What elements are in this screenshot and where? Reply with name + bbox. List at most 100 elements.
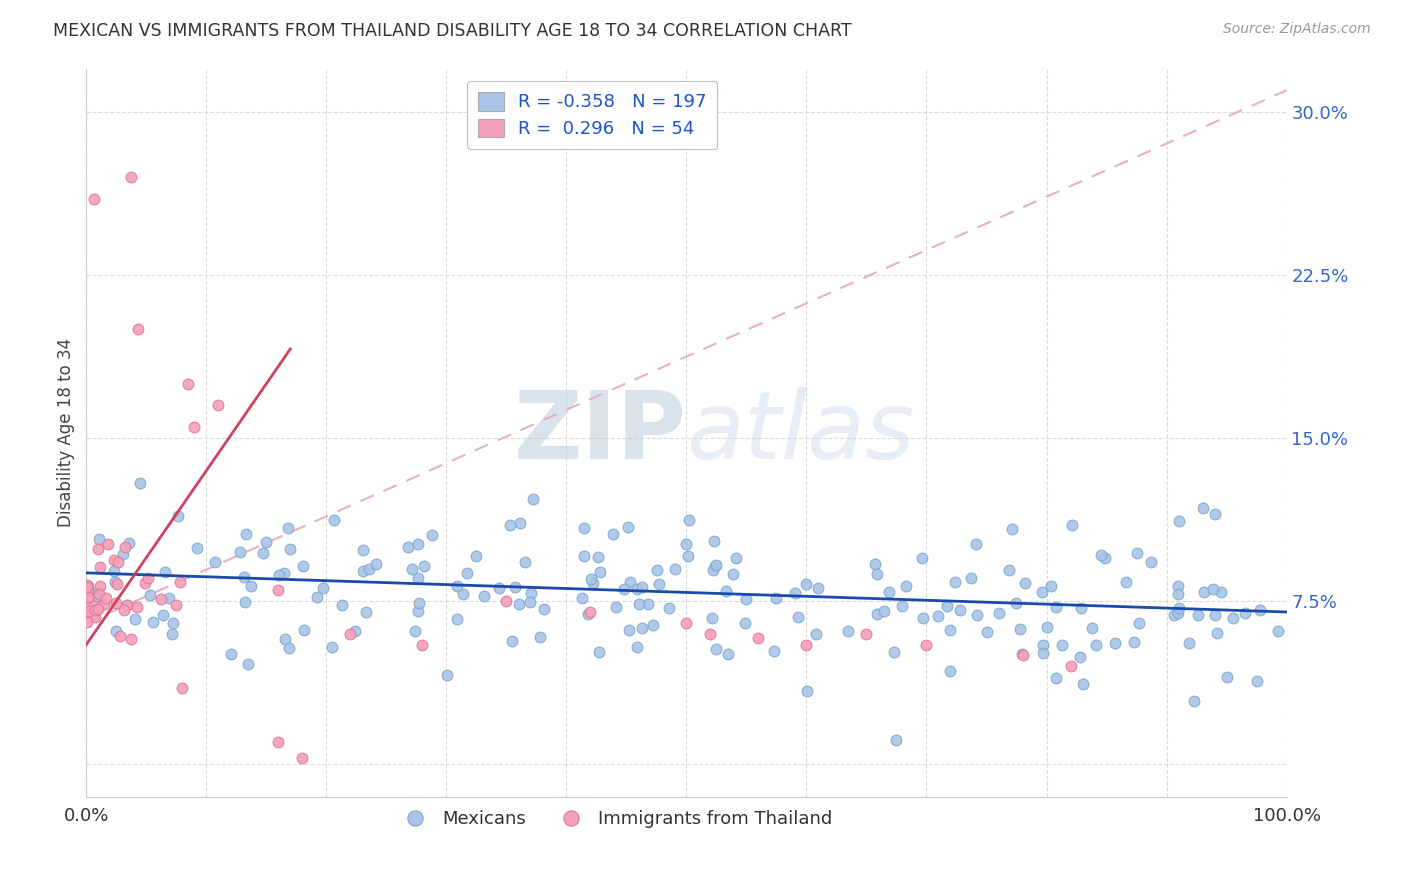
Point xyxy=(1032,646,1054,660)
Point xyxy=(762,644,785,658)
Point xyxy=(796,683,818,698)
Point xyxy=(501,633,523,648)
Point xyxy=(76,615,98,630)
Point xyxy=(960,571,983,585)
Point xyxy=(1222,611,1244,625)
Point xyxy=(675,615,697,630)
Point xyxy=(186,541,208,556)
Point xyxy=(291,558,314,573)
Point xyxy=(915,638,938,652)
Point xyxy=(796,638,818,652)
Point xyxy=(582,575,605,590)
Point xyxy=(87,587,110,601)
Point xyxy=(446,578,468,592)
Point xyxy=(406,537,429,551)
Point xyxy=(765,591,787,606)
Point xyxy=(533,601,555,615)
Point xyxy=(734,615,756,630)
Point xyxy=(1204,608,1226,623)
Point xyxy=(354,606,377,620)
Point xyxy=(866,607,889,621)
Point xyxy=(613,582,636,596)
Point xyxy=(76,578,98,592)
Point xyxy=(127,322,149,336)
Point xyxy=(167,508,190,523)
Point xyxy=(77,579,100,593)
Point xyxy=(411,638,433,652)
Point xyxy=(111,547,134,561)
Point xyxy=(456,566,478,581)
Point xyxy=(747,631,769,645)
Point xyxy=(1163,607,1185,622)
Point xyxy=(169,575,191,590)
Point xyxy=(837,624,859,638)
Point xyxy=(267,735,290,749)
Point xyxy=(273,566,295,580)
Point xyxy=(406,604,429,618)
Point xyxy=(927,609,949,624)
Point xyxy=(1122,634,1144,648)
Point xyxy=(291,750,314,764)
Point xyxy=(1167,606,1189,620)
Point xyxy=(125,599,148,614)
Point xyxy=(579,572,602,586)
Point xyxy=(702,562,724,576)
Point xyxy=(1011,647,1033,661)
Point xyxy=(233,595,256,609)
Point xyxy=(1249,603,1271,617)
Point xyxy=(949,603,972,617)
Point xyxy=(401,562,423,576)
Point xyxy=(77,584,100,599)
Point xyxy=(165,598,187,612)
Point xyxy=(1085,638,1108,652)
Point xyxy=(1104,636,1126,650)
Point xyxy=(508,598,530,612)
Point xyxy=(219,648,242,662)
Point xyxy=(252,545,274,559)
Point xyxy=(700,611,723,625)
Point xyxy=(873,604,896,618)
Point xyxy=(152,608,174,623)
Point xyxy=(588,645,610,659)
Point xyxy=(1128,615,1150,630)
Point xyxy=(1267,624,1289,639)
Point xyxy=(118,536,141,550)
Point xyxy=(676,549,699,564)
Point xyxy=(1192,584,1215,599)
Point xyxy=(105,577,128,591)
Point xyxy=(115,598,138,612)
Point xyxy=(124,612,146,626)
Point xyxy=(1209,585,1232,599)
Point xyxy=(229,545,252,559)
Point xyxy=(488,581,510,595)
Point xyxy=(1031,585,1053,599)
Point xyxy=(114,541,136,555)
Point xyxy=(134,576,156,591)
Point xyxy=(138,571,160,585)
Point xyxy=(1010,623,1032,637)
Point xyxy=(965,537,987,551)
Point xyxy=(675,537,697,551)
Point xyxy=(103,553,125,567)
Point xyxy=(1166,587,1188,601)
Point xyxy=(446,612,468,626)
Point xyxy=(420,528,443,542)
Point xyxy=(794,576,817,591)
Point xyxy=(142,615,165,629)
Point xyxy=(879,585,901,599)
Point xyxy=(1090,549,1112,563)
Point xyxy=(976,625,998,640)
Point xyxy=(89,560,111,574)
Point xyxy=(1202,582,1225,596)
Point xyxy=(207,399,229,413)
Point xyxy=(398,541,420,555)
Point xyxy=(1187,608,1209,623)
Point xyxy=(1081,621,1104,635)
Point xyxy=(1115,575,1137,590)
Point xyxy=(804,627,827,641)
Point xyxy=(155,565,177,579)
Point xyxy=(87,541,110,556)
Point xyxy=(807,581,830,595)
Point xyxy=(519,595,541,609)
Point xyxy=(703,558,725,573)
